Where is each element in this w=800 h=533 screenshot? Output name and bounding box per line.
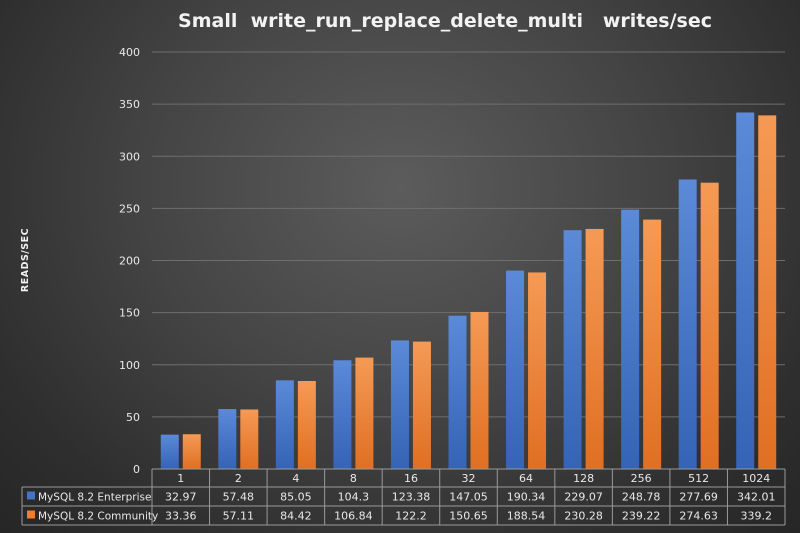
x-tick-label: 512 xyxy=(688,472,709,485)
data-label-enterprise: 229.07 xyxy=(564,491,603,504)
y-axis-label: READS/SEC xyxy=(20,228,31,292)
data-label-enterprise: 248.78 xyxy=(622,491,661,504)
bar-community-512 xyxy=(700,182,719,469)
bar-community-2 xyxy=(240,409,259,469)
x-tick-label: 2 xyxy=(235,472,242,485)
data-label-community: 339.2 xyxy=(740,510,772,523)
x-tick-label: 8 xyxy=(350,472,357,485)
bar-enterprise-1024 xyxy=(736,112,755,469)
data-label-community: 274.63 xyxy=(679,510,718,523)
bar-enterprise-32 xyxy=(448,315,467,469)
data-label-enterprise: 147.05 xyxy=(449,491,488,504)
bar-community-1 xyxy=(182,434,201,469)
x-tick-label: 256 xyxy=(631,472,652,485)
y-tick-label: 350 xyxy=(119,98,140,111)
gridlines xyxy=(152,51,785,418)
bar-enterprise-2 xyxy=(218,409,237,469)
y-tick-label: 300 xyxy=(119,150,140,163)
data-label-community: 230.28 xyxy=(564,510,603,523)
y-axis-ticks: 0 50 100 150 200 250 300 350 400 xyxy=(119,46,140,476)
bar-community-1024 xyxy=(758,115,777,469)
x-tick-label: 1024 xyxy=(742,472,770,485)
x-tick-label: 128 xyxy=(573,472,594,485)
data-label-enterprise: 123.38 xyxy=(392,491,431,504)
data-label-enterprise: 85.05 xyxy=(280,491,312,504)
y-tick-label: 0 xyxy=(133,463,140,476)
data-label-community: 57.11 xyxy=(223,510,255,523)
bar-community-16 xyxy=(412,341,431,469)
bar-community-128 xyxy=(585,228,604,469)
x-tick-label: 16 xyxy=(404,472,418,485)
data-label-community: 33.36 xyxy=(165,510,197,523)
bar-enterprise-256 xyxy=(621,209,640,469)
data-label-community: 239.22 xyxy=(622,510,661,523)
bar-community-64 xyxy=(528,272,547,469)
bar-community-8 xyxy=(355,357,374,469)
data-label-enterprise: 190.34 xyxy=(507,491,546,504)
data-label-community: 84.42 xyxy=(280,510,312,523)
bars xyxy=(160,112,777,469)
y-tick-label: 400 xyxy=(119,46,140,59)
data-label-community: 150.65 xyxy=(449,510,488,523)
chart-title: Small write_run_replace_delete_multi wri… xyxy=(178,10,712,32)
y-tick-label: 150 xyxy=(119,307,140,320)
bar-enterprise-1 xyxy=(160,434,179,469)
y-tick-label: 50 xyxy=(126,411,140,424)
bar-enterprise-512 xyxy=(678,179,697,469)
data-label-community: 188.54 xyxy=(507,510,546,523)
y-tick-label: 250 xyxy=(119,202,140,215)
legend-label-community: MySQL 8.2 Community xyxy=(38,511,158,523)
data-label-enterprise: 277.69 xyxy=(679,491,718,504)
bar-enterprise-16 xyxy=(390,340,409,469)
bar-enterprise-4 xyxy=(275,380,294,469)
data-label-community: 106.84 xyxy=(334,510,373,523)
data-label-community: 122.2 xyxy=(395,510,427,523)
x-tick-label: 1 xyxy=(177,472,184,485)
x-tick-label: 32 xyxy=(462,472,476,485)
data-label-enterprise: 342.01 xyxy=(737,491,776,504)
y-tick-label: 200 xyxy=(119,255,140,268)
x-tick-label: 4 xyxy=(292,472,299,485)
bar-enterprise-8 xyxy=(333,360,352,469)
bar-community-32 xyxy=(470,311,489,469)
x-tick-label: 64 xyxy=(519,472,533,485)
legend-swatch-enterprise xyxy=(27,491,35,500)
legend-swatch-community xyxy=(27,510,35,519)
legend-label-enterprise: MySQL 8.2 Enterprise xyxy=(38,492,151,504)
data-table: 1 2 4 8 16 32 64 128 256 512 1024 MySQL 8.2 Enterpr… xyxy=(21,468,786,526)
bar-community-256 xyxy=(643,219,662,469)
data-label-enterprise: 104.3 xyxy=(338,491,370,504)
bar-community-4 xyxy=(297,380,316,469)
y-tick-label: 100 xyxy=(119,359,140,372)
data-label-enterprise: 57.48 xyxy=(223,491,255,504)
bar-enterprise-128 xyxy=(563,230,582,469)
data-label-enterprise: 32.97 xyxy=(165,491,197,504)
bar-enterprise-64 xyxy=(506,270,525,469)
